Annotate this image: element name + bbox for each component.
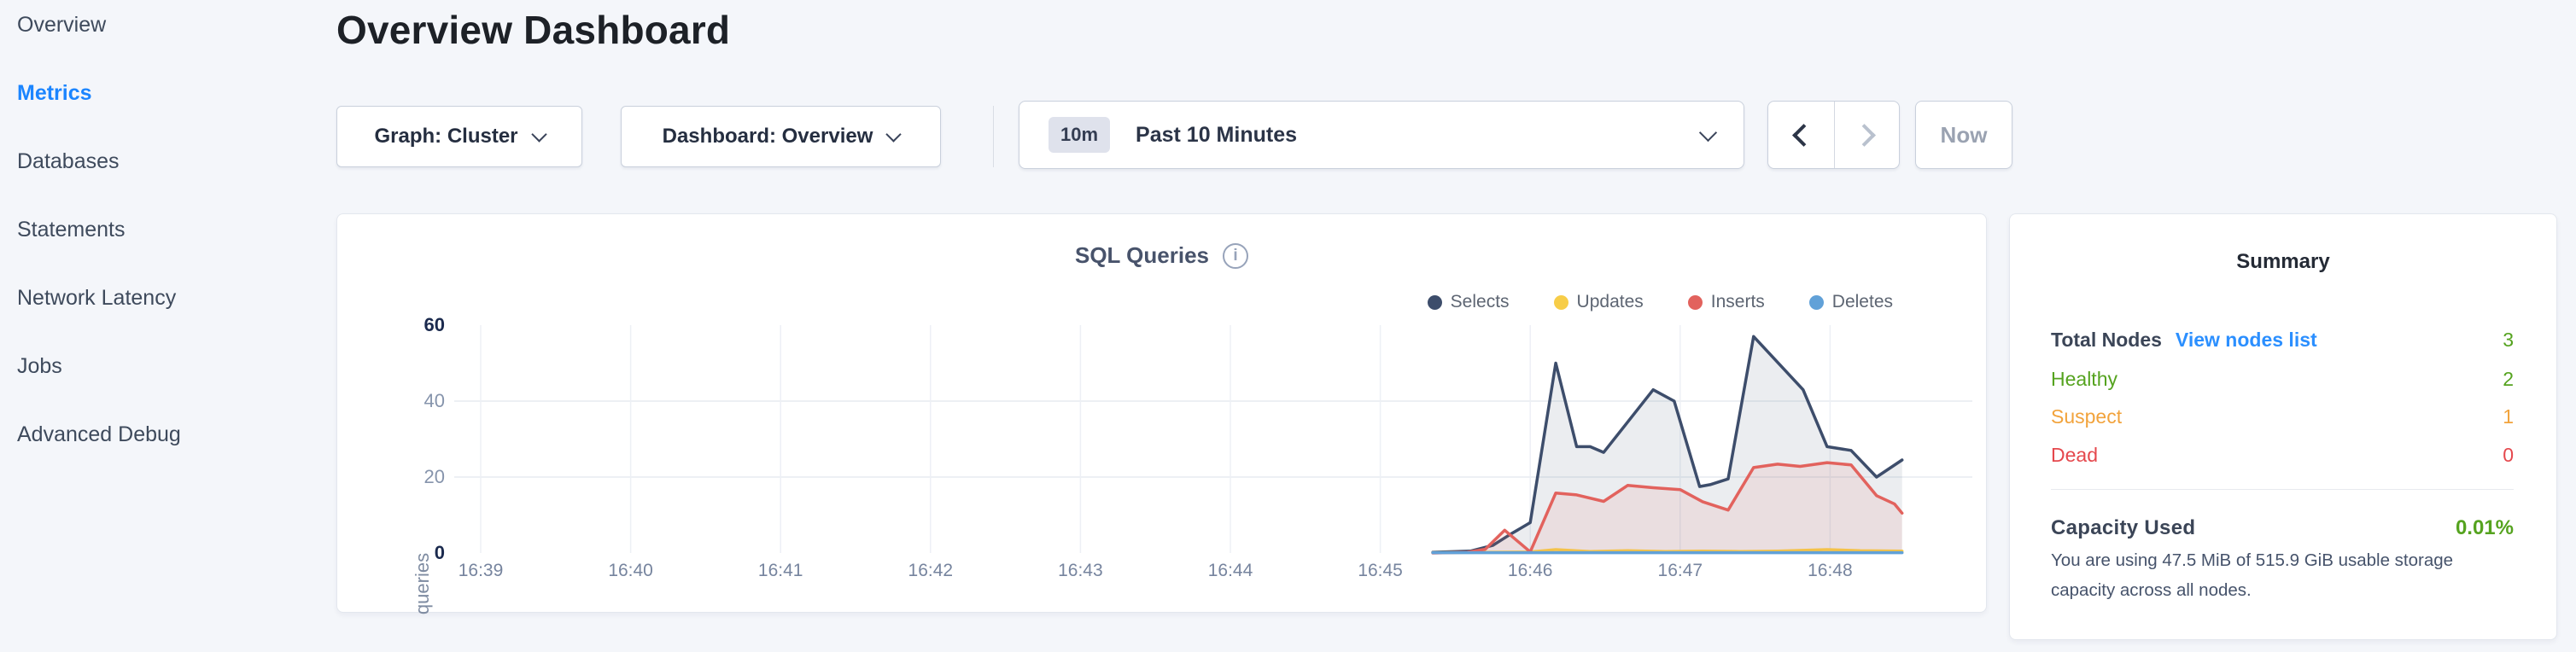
svg-text:16:40: 16:40 xyxy=(608,561,653,580)
sidebar-item-jobs[interactable]: Jobs xyxy=(17,354,62,378)
now-button[interactable]: Now xyxy=(1915,101,2012,169)
y-tick-40: 40 xyxy=(423,390,445,411)
summary-panel: Summary Total Nodes View nodes list 3 He… xyxy=(2009,213,2557,640)
graph-scope-dropdown[interactable]: Graph: Cluster xyxy=(336,106,582,167)
legend-dot-icon xyxy=(1553,294,1568,310)
time-range-dropdown[interactable]: 10m Past 10 Minutes xyxy=(1019,101,1744,169)
db-console-metrics-page: Overview Metrics Databases Statements Ne… xyxy=(0,0,2557,640)
dead-value: 0 xyxy=(2503,444,2514,466)
total-nodes-label: Total Nodes xyxy=(2051,329,2162,351)
suspect-nodes-row: Suspect 1 xyxy=(2051,404,2514,429)
time-range-label: Past 10 Minutes xyxy=(1136,122,1297,147)
y-tick-60: 60 xyxy=(423,314,445,335)
capacity-description: You are using 47.5 MiB of 515.9 GiB usab… xyxy=(2051,550,2454,600)
chevron-right-icon xyxy=(1852,123,1876,147)
legend-dot-icon xyxy=(1427,294,1442,310)
legend-item-updates[interactable]: Updates xyxy=(1553,292,1644,312)
sidebar-item-advanced-debug[interactable]: Advanced Debug xyxy=(17,422,181,446)
y-tick-20: 20 xyxy=(423,466,445,487)
page-title: Overview Dashboard xyxy=(336,8,731,52)
sidebar-item-overview[interactable]: Overview xyxy=(17,13,107,37)
legend-label: Deletes xyxy=(1831,292,1893,311)
summary-divider xyxy=(2051,489,2514,490)
svg-text:16:41: 16:41 xyxy=(758,561,803,580)
legend-item-inserts[interactable]: Inserts xyxy=(1687,292,1765,312)
sql-queries-plot[interactable]: 16:39 16:40 16:41 16:42 16:43 16:44 16:45 16:46… xyxy=(449,317,1977,590)
sidebar-item-statements[interactable]: Statements xyxy=(17,218,126,242)
view-nodes-list-link[interactable]: View nodes list xyxy=(2175,329,2317,351)
next-timeframe-button[interactable] xyxy=(1833,102,1900,168)
svg-text:16:39: 16:39 xyxy=(459,561,504,580)
legend-item-selects[interactable]: Selects xyxy=(1427,292,1510,312)
suspect-label: Suspect xyxy=(2051,405,2123,428)
legend-dot-icon xyxy=(1808,294,1824,310)
time-range-badge: 10m xyxy=(1049,117,1111,153)
info-icon[interactable]: i xyxy=(1223,242,1249,269)
previous-timeframe-button[interactable] xyxy=(1768,102,1834,168)
chevron-down-icon xyxy=(1698,123,1718,142)
capacity-used-label: Capacity Used xyxy=(2051,516,2196,539)
total-nodes-row: Total Nodes View nodes list 3 xyxy=(2051,327,2514,352)
dashboard-dropdown[interactable]: Dashboard: Overview xyxy=(621,106,941,167)
svg-text:16:48: 16:48 xyxy=(1808,561,1853,580)
graph-scope-dropdown-label: Graph: Cluster xyxy=(374,125,518,148)
sidebar-item-metrics[interactable]: Metrics xyxy=(17,81,92,105)
chevron-down-icon xyxy=(885,125,902,143)
healthy-label: Healthy xyxy=(2051,368,2117,390)
legend-dot-icon xyxy=(1687,294,1703,310)
capacity-used-row: Capacity Used 0.01% xyxy=(2051,515,2514,541)
dead-label: Dead xyxy=(2051,444,2098,466)
dashboard-dropdown-label: Dashboard: Overview xyxy=(662,125,873,148)
chevron-left-icon xyxy=(1791,123,1815,147)
svg-text:16:46: 16:46 xyxy=(1508,561,1553,580)
svg-text:16:44: 16:44 xyxy=(1208,561,1253,580)
sidebar: Overview Metrics Databases Statements Ne… xyxy=(0,0,336,623)
y-axis-label: queries xyxy=(412,552,433,615)
legend-label: Selects xyxy=(1450,292,1510,311)
time-step-buttons xyxy=(1767,101,1900,169)
total-nodes-value: 3 xyxy=(2503,329,2514,351)
legend-item-deletes[interactable]: Deletes xyxy=(1808,292,1893,312)
legend-label: Updates xyxy=(1576,292,1644,311)
suspect-value: 1 xyxy=(2503,405,2514,428)
chart-legend: Selects Updates Inserts Deletes xyxy=(1427,292,1893,312)
healthy-value: 2 xyxy=(2503,368,2514,390)
chart-title-row: SQL Queries i xyxy=(337,242,1986,269)
svg-text:16:45: 16:45 xyxy=(1358,561,1403,580)
sql-queries-chart-card: SQL Queries i Selects Updates Inserts Delet… xyxy=(336,213,1987,614)
svg-text:16:47: 16:47 xyxy=(1658,561,1703,580)
healthy-nodes-row: Healthy 2 xyxy=(2051,366,2514,392)
svg-text:16:42: 16:42 xyxy=(908,561,954,580)
sidebar-item-databases[interactable]: Databases xyxy=(17,149,120,173)
dead-nodes-row: Dead 0 xyxy=(2051,442,2514,468)
y-tick-0: 0 xyxy=(434,542,445,563)
chevron-down-icon xyxy=(530,125,547,143)
summary-title: Summary xyxy=(2236,250,2330,273)
chart-title: SQL Queries xyxy=(1074,242,1210,268)
toolbar-divider xyxy=(993,106,994,167)
sidebar-item-network-latency[interactable]: Network Latency xyxy=(17,286,177,310)
legend-label: Inserts xyxy=(1710,292,1765,311)
svg-text:16:43: 16:43 xyxy=(1058,561,1103,580)
capacity-used-value: 0.01% xyxy=(2455,516,2514,539)
